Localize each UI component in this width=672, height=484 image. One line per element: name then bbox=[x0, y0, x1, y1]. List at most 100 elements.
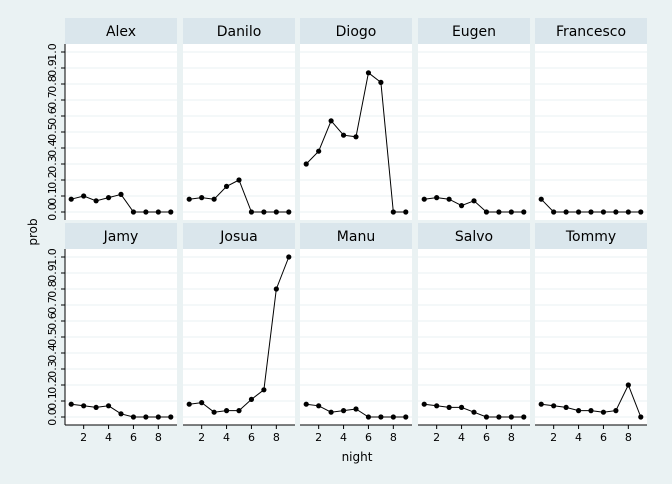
data-point bbox=[521, 209, 527, 215]
data-point bbox=[588, 408, 594, 414]
y-tick-label: 0.1 bbox=[46, 187, 59, 205]
y-tick-label: 0.5 bbox=[46, 123, 59, 141]
data-point bbox=[303, 401, 309, 407]
data-point bbox=[483, 414, 490, 420]
data-point bbox=[316, 403, 322, 409]
y-axis-label: prob bbox=[26, 218, 40, 245]
y-tick-label: 0.3 bbox=[46, 360, 59, 378]
data-point bbox=[261, 209, 267, 215]
x-tick-label: 6 bbox=[365, 431, 372, 444]
x-tick-label: 6 bbox=[600, 431, 607, 444]
data-point bbox=[625, 209, 631, 215]
data-point bbox=[551, 403, 557, 409]
x-tick-label: 8 bbox=[273, 431, 280, 444]
panel-jamy: Jamy 0.00.10.20.30.40.50.60.70.80.91.0 2 4 6… bbox=[46, 223, 177, 444]
data-point bbox=[273, 209, 279, 215]
data-point bbox=[168, 414, 174, 420]
data-point bbox=[286, 209, 292, 215]
data-point bbox=[508, 414, 514, 420]
x-tick-label: 4 bbox=[575, 431, 582, 444]
data-point bbox=[458, 404, 465, 410]
data-point bbox=[563, 404, 569, 410]
panel-strip bbox=[65, 223, 177, 249]
panel-strip bbox=[183, 18, 295, 44]
x-tick-label: 2 bbox=[433, 431, 440, 444]
panel-tommy: Tommy 2 4 6 8 bbox=[535, 223, 647, 444]
panel-francesco: Francesco bbox=[535, 18, 647, 220]
panel-strip bbox=[65, 18, 177, 44]
data-point bbox=[316, 148, 322, 154]
data-point bbox=[353, 134, 359, 140]
data-point bbox=[273, 286, 279, 292]
data-point bbox=[340, 408, 347, 414]
panel-strip bbox=[300, 18, 412, 44]
y-tick-label: 0.5 bbox=[46, 328, 59, 346]
panel-title: Danilo bbox=[217, 24, 262, 40]
y-tick-label: 0.7 bbox=[46, 91, 59, 109]
data-point bbox=[471, 198, 477, 204]
data-point bbox=[68, 401, 74, 407]
data-point bbox=[563, 209, 569, 215]
data-point bbox=[625, 382, 631, 388]
data-point bbox=[403, 414, 409, 420]
data-point bbox=[434, 403, 440, 409]
y-tick-label: 0.2 bbox=[46, 376, 59, 394]
data-point bbox=[458, 203, 465, 209]
data-point bbox=[261, 387, 267, 393]
x-tick-label: 2 bbox=[80, 431, 87, 444]
x-tick-label: 6 bbox=[130, 431, 137, 444]
data-point bbox=[340, 132, 347, 138]
data-point bbox=[434, 195, 440, 201]
data-point bbox=[378, 414, 384, 420]
y-tick-label: 0.9 bbox=[46, 59, 59, 77]
data-point bbox=[446, 404, 452, 410]
data-point bbox=[143, 414, 149, 420]
data-point bbox=[600, 209, 607, 215]
x-tick-label: 8 bbox=[155, 431, 162, 444]
data-point bbox=[613, 408, 619, 414]
data-point bbox=[211, 409, 217, 415]
data-point bbox=[168, 209, 174, 215]
data-point bbox=[538, 196, 544, 202]
data-point bbox=[155, 414, 161, 420]
panel-diogo: Diogo bbox=[300, 18, 412, 220]
data-point bbox=[471, 409, 477, 415]
panel-alex: Alex 0.00.10.20.30.40.50.60.70.80.91.0 bbox=[46, 18, 177, 221]
data-point bbox=[521, 414, 527, 420]
data-point bbox=[353, 406, 359, 412]
data-point bbox=[496, 209, 502, 215]
data-point bbox=[390, 209, 396, 215]
y-tick-label: 0.6 bbox=[46, 312, 59, 330]
panel-title: Eugen bbox=[452, 24, 496, 40]
panel-strip bbox=[535, 18, 647, 44]
data-point bbox=[508, 209, 514, 215]
data-point bbox=[211, 196, 217, 202]
y-tick-label: 0.2 bbox=[46, 171, 59, 189]
y-tick-label: 0.0 bbox=[46, 203, 59, 221]
y-tick-label: 0.4 bbox=[46, 344, 59, 362]
x-tick-label: 6 bbox=[483, 431, 490, 444]
data-point bbox=[223, 408, 230, 414]
data-point bbox=[236, 408, 242, 414]
data-point bbox=[118, 191, 124, 197]
data-point bbox=[130, 414, 137, 420]
data-point bbox=[143, 209, 149, 215]
data-point bbox=[613, 209, 619, 215]
x-tick-label: 2 bbox=[550, 431, 557, 444]
data-point bbox=[600, 409, 607, 415]
x-tick-label: 6 bbox=[248, 431, 255, 444]
x-tick-label: 4 bbox=[105, 431, 112, 444]
data-point bbox=[421, 401, 427, 407]
data-point bbox=[81, 193, 87, 199]
panel-title: Diogo bbox=[336, 24, 377, 40]
data-point bbox=[199, 195, 205, 201]
data-point bbox=[236, 177, 242, 183]
y-tick-label: 1.0 bbox=[46, 43, 59, 61]
data-point bbox=[638, 414, 644, 420]
y-tick-label: 0.1 bbox=[46, 392, 59, 410]
data-point bbox=[638, 209, 644, 215]
data-point bbox=[118, 411, 124, 417]
y-tick-label: 1.0 bbox=[46, 248, 59, 266]
